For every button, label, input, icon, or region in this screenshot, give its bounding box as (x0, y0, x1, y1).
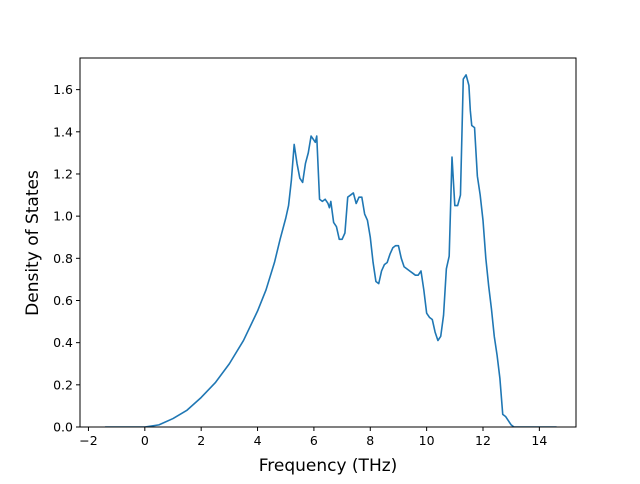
x-tick-label: 14 (531, 433, 547, 448)
y-tick-label: 0.6 (53, 293, 73, 308)
x-tick-label: 0 (141, 433, 149, 448)
plot-area (104, 74, 558, 427)
x-tick-label: 2 (197, 433, 205, 448)
y-tick-label: 0.4 (53, 335, 73, 350)
y-tick-label: 0.2 (53, 377, 73, 392)
y-tick-label: 1.2 (53, 166, 73, 181)
y-tick-label: 1.4 (53, 124, 73, 139)
y-tick-label: 1.6 (53, 82, 73, 97)
dos-series-line (104, 74, 558, 427)
y-tick-label: 1.0 (53, 209, 73, 224)
axes-frame (79, 57, 577, 428)
x-tick-label: 12 (475, 433, 491, 448)
x-axis-label: Frequency (THz) (259, 456, 398, 476)
y-axis-label: Density of States (23, 170, 43, 316)
x-tick-label: 6 (310, 433, 318, 448)
x-tick-label: 8 (366, 433, 374, 448)
x-tick-label: 4 (254, 433, 262, 448)
y-tick-label: 0.8 (53, 251, 73, 266)
y-axis: 0.0 0.2 0.4 0.6 0.8 1.0 1.2 1.4 1.6 (53, 82, 80, 435)
x-tick-label: 10 (419, 433, 435, 448)
x-axis: −2 0 2 4 6 8 10 12 14 (79, 427, 547, 448)
y-tick-label: 0.0 (53, 420, 73, 435)
x-tick-label: −2 (79, 433, 97, 448)
